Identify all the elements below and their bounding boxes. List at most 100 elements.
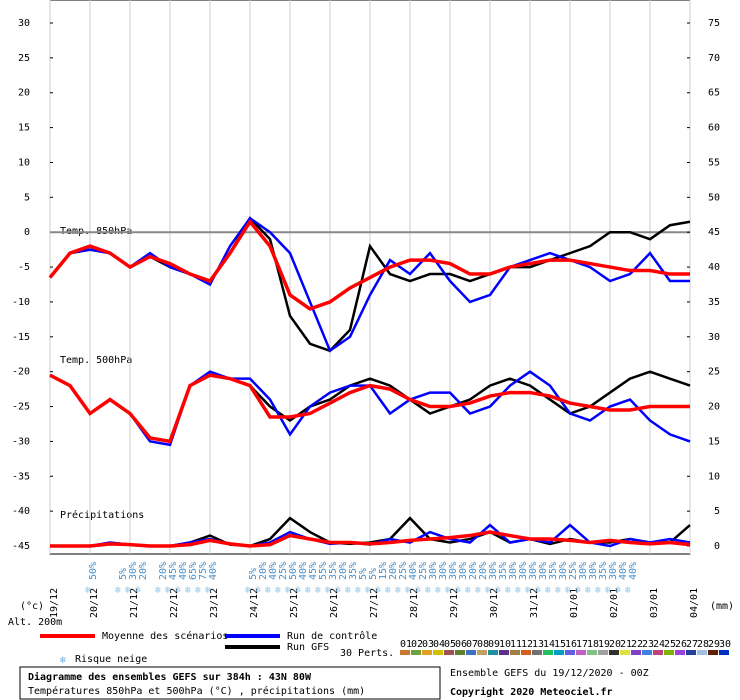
pert-label: 08 — [477, 639, 489, 650]
snow-flake: ❄ — [485, 585, 492, 596]
snow-flake: ❄ — [255, 585, 262, 596]
pert-swatch — [664, 650, 674, 655]
snow-flake: ❄ — [605, 585, 612, 596]
pert-label: 29 — [708, 639, 720, 650]
snow-flake: ❄ — [175, 585, 182, 596]
snow-label: 20% — [258, 562, 269, 580]
snow-flake: ❄ — [435, 585, 442, 596]
pert-swatch — [708, 650, 718, 655]
pert-swatch — [532, 650, 542, 655]
series-line — [50, 530, 691, 548]
y-tick-label: -20 — [12, 367, 30, 378]
snow-label: 40% — [628, 562, 639, 580]
pert-swatch — [521, 650, 531, 655]
snow-label: 20% — [478, 562, 489, 580]
pert-label: 16 — [565, 639, 577, 650]
y2-tick-label: 20 — [708, 402, 720, 413]
pert-swatch — [653, 650, 663, 655]
x-tick-label: 03/01 — [649, 588, 660, 618]
snow-label: 30% — [528, 562, 539, 580]
x-tick-label: 30/12 — [489, 588, 500, 618]
series-line — [48, 218, 690, 311]
x-tick-label: 26/12 — [329, 588, 340, 618]
y2-unit: (mm) — [710, 601, 734, 612]
snow-flake: ❄ — [455, 585, 462, 596]
snow-flake: ❄ — [585, 585, 592, 596]
snow-flake: ❄ — [555, 585, 562, 596]
pert-swatch — [422, 650, 432, 655]
snow-label: 30% — [558, 562, 569, 580]
pert-label: 15 — [554, 639, 566, 650]
snow-flake: ❄ — [405, 585, 412, 596]
snow-label: 50% — [288, 562, 299, 580]
pert-label: 05 — [444, 639, 456, 650]
pert-swatch — [543, 650, 553, 655]
x-tick-label: 04/01 — [689, 588, 700, 618]
snow-label: 30% — [488, 562, 499, 580]
y2-tick-label: 70 — [708, 53, 720, 64]
pert-label: 24 — [653, 639, 665, 650]
x-tick-label: 23/12 — [209, 588, 220, 618]
y2-tick-label: 40 — [708, 262, 720, 273]
snow-flake: ❄ — [245, 585, 252, 596]
y-unit: (°c) — [20, 601, 44, 612]
snow-label: 35% — [348, 562, 359, 580]
snow-icon: ❄ — [60, 655, 67, 666]
footer-box — [19, 666, 441, 700]
pert-swatch — [576, 650, 586, 655]
snow-flake: ❄ — [475, 585, 482, 596]
snow-flake: ❄ — [335, 585, 342, 596]
snow-label: 40% — [268, 562, 279, 580]
y-tick-label: -35 — [12, 471, 30, 482]
snow-flake: ❄ — [295, 585, 302, 596]
run-info: Ensemble GEFS du 19/12/2020 - 00Z — [450, 668, 649, 679]
snow-flake: ❄ — [125, 585, 132, 596]
snow-flake: ❄ — [375, 585, 382, 596]
x-tick-label: 27/12 — [369, 588, 380, 618]
pert-swatch — [620, 650, 630, 655]
footer-subtitle: Températures 850hPa et 500hPa (°C) , pré… — [28, 685, 365, 697]
copyright: Copyright 2020 Meteociel.fr — [450, 686, 613, 698]
x-tick-label: 31/12 — [529, 588, 540, 618]
snow-label: 45% — [168, 562, 179, 580]
x-tick-label: 28/12 — [409, 588, 420, 618]
snow-label: 5% — [248, 568, 259, 580]
y2-tick-label: 75 — [708, 18, 720, 29]
snow-label: 20% — [138, 562, 149, 580]
pert-swatch — [642, 650, 652, 655]
snow-flake: ❄ — [515, 585, 522, 596]
snow-label: 30% — [578, 562, 589, 580]
snow-flake: ❄ — [315, 585, 322, 596]
snow-flake: ❄ — [345, 585, 352, 596]
y-tick-label: 15 — [18, 123, 30, 134]
pert-label: 23 — [642, 639, 654, 650]
snow-label: 20% — [388, 562, 399, 580]
y2-tick-label: 55 — [708, 157, 720, 168]
snow-label: 50% — [88, 562, 99, 580]
snow-label: 20% — [158, 562, 169, 580]
y-tick-label: -30 — [12, 436, 30, 447]
snow-label: 35% — [598, 562, 609, 580]
pert-swatch — [433, 650, 443, 655]
pert-swatch — [587, 650, 597, 655]
snow-label: 35% — [498, 562, 509, 580]
snow-label: 25% — [398, 562, 409, 580]
snow-label: 30% — [128, 562, 139, 580]
y-tick-label: -5 — [18, 262, 30, 273]
snow-flake: ❄ — [595, 585, 602, 596]
snow-label: 30% — [518, 562, 529, 580]
pert-swatch — [554, 650, 564, 655]
pert-label: 11 — [510, 639, 522, 650]
pert-label: 18 — [587, 639, 599, 650]
pert-label: 21 — [620, 639, 632, 650]
pert-label: 09 — [488, 639, 500, 650]
pert-swatch — [488, 650, 498, 655]
label-500: Temp. 500hPa — [60, 355, 132, 366]
snow-flake: ❄ — [165, 585, 172, 596]
snow-flake: ❄ — [155, 585, 162, 596]
snow-label: 30% — [588, 562, 599, 580]
y-tick-label: 10 — [18, 157, 30, 168]
pert-swatch — [697, 650, 707, 655]
snow-label: 25% — [418, 562, 429, 580]
pert-label: 30 — [719, 639, 731, 650]
